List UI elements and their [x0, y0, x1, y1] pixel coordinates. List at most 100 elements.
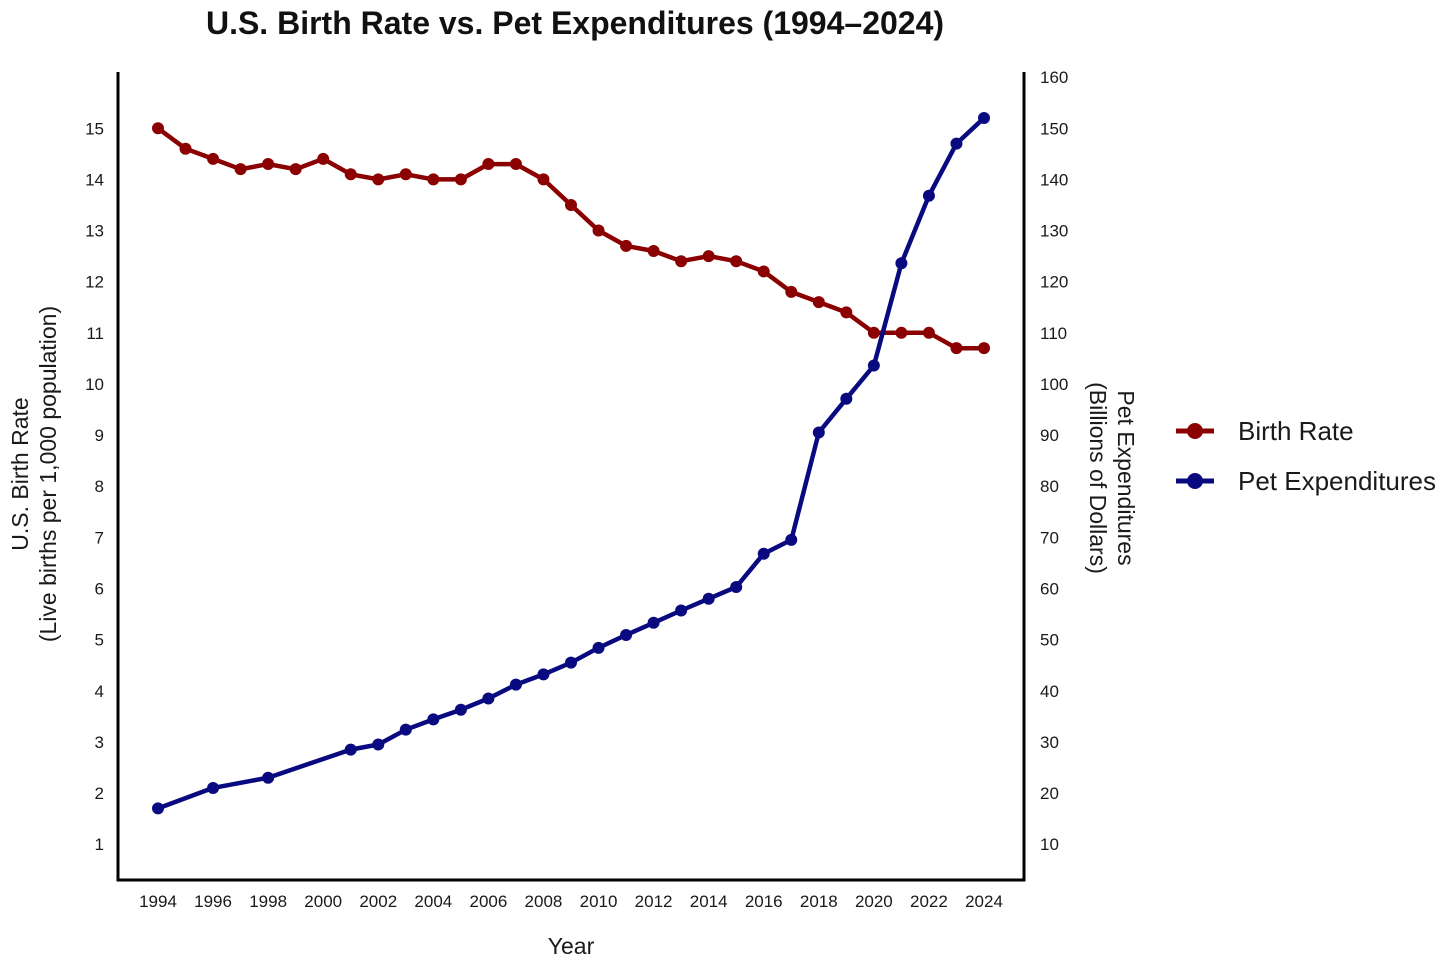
x-tick-label: 1998: [249, 892, 287, 911]
pet-expenditures-line: [155, 115, 987, 811]
y-left-tick-label: 12: [85, 273, 104, 292]
y-axis-right-title-line-2: (Billions of Dollars): [1085, 382, 1111, 574]
birth-rate-point: [812, 296, 825, 309]
y-right-tick-label: 70: [1040, 528, 1059, 547]
pet-expenditures-point: [592, 641, 605, 654]
birth-rate-point: [509, 158, 522, 171]
pet-expenditures-point: [812, 426, 825, 439]
birth-rate-point: [895, 326, 908, 339]
birth-rate-point: [757, 265, 770, 278]
legend-pet-expenditures-label: Pet Expenditures: [1238, 466, 1436, 496]
pet-expenditures-point: [372, 738, 385, 751]
pet-expenditures-point: [895, 257, 908, 270]
pet-expenditures-point: [702, 592, 715, 605]
y-left-tick-label: 15: [85, 119, 104, 138]
birth-rate-point: [978, 342, 990, 355]
y-right-tick-label: 120: [1040, 273, 1068, 292]
pet-expenditures-point: [482, 692, 495, 705]
birth-rate-point: [152, 122, 164, 135]
x-tick-label: 1994: [139, 892, 177, 911]
birth-rate-point: [427, 173, 440, 186]
birth-rate-point: [647, 244, 660, 257]
pet-expenditures-point: [950, 137, 963, 150]
x-tick-label: 2024: [965, 892, 1003, 911]
birth-rate-point: [234, 163, 247, 176]
birth-rate-point: [289, 163, 302, 176]
birth-rate-point: [399, 168, 412, 181]
pet-expenditures-point: [922, 189, 935, 202]
y-left-tick-label: 9: [95, 426, 104, 445]
birth-rate-point: [840, 306, 853, 319]
pet-expenditures-point: [399, 723, 412, 736]
y-left-tick-label: 3: [95, 733, 104, 752]
birth-rate-line: [155, 126, 987, 351]
y-right-tick-label: 10: [1040, 835, 1059, 854]
y-left-tick-label: 5: [95, 631, 104, 650]
y-left-tick-label: 1: [95, 835, 104, 854]
birth-rate-point: [565, 198, 577, 211]
y-left-tick-label: 7: [95, 528, 104, 547]
birth-rate-point: [675, 255, 688, 268]
x-tick-label: 2016: [745, 892, 783, 911]
legend: Birth Rate Pet Expenditures: [1176, 416, 1436, 496]
y-left-tick-label: 4: [95, 682, 104, 701]
birth-rate-point: [454, 173, 467, 186]
pet-expenditures-point: [785, 533, 798, 546]
plot-area: 1994 1996 1998 2000 2002 2004 2006 2008 2010 2012…: [85, 68, 1068, 911]
birth-rate-point: [537, 173, 550, 186]
y-right-tick-label: 60: [1040, 580, 1059, 599]
pet-expenditures-point: [262, 771, 275, 784]
pet-expenditures-point: [344, 743, 357, 756]
y-right-tick-label: 150: [1040, 119, 1068, 138]
pet-expenditures-point: [454, 703, 467, 716]
birth-rate-point: [730, 255, 743, 268]
birth-rate-point: [702, 250, 715, 263]
y-right-tick-label: 50: [1040, 631, 1059, 650]
y-left-tick-label: 11: [86, 324, 104, 343]
x-tick-label: 2000: [304, 892, 342, 911]
pet-expenditures-point: [427, 713, 440, 726]
y-axis-left-title: U.S. Birth Rate (Live births per 1,000 p…: [7, 306, 61, 642]
legend-birth-rate-marker: [1187, 423, 1203, 439]
y-axis-right-title: Pet Expenditures (Billions of Dollars): [1085, 382, 1139, 574]
pet-expenditures-point: [647, 616, 660, 629]
y-left-tick-label: 10: [85, 375, 104, 394]
x-tick-label: 2010: [580, 892, 618, 911]
x-tick-label: 2014: [690, 892, 728, 911]
x-tick-label: 2012: [635, 892, 673, 911]
y-right-tick-label: 90: [1040, 426, 1059, 445]
y-right-tick-label: 130: [1040, 222, 1068, 241]
y-right-tick-label: 80: [1040, 477, 1059, 496]
pet-expenditures-point: [565, 656, 577, 669]
x-tick-label: 2022: [910, 892, 948, 911]
birth-rate-point: [344, 168, 357, 181]
pet-expenditures-point: [152, 802, 164, 815]
legend-pet-expenditures-marker: [1187, 473, 1203, 489]
x-axis-title: Year: [548, 933, 595, 959]
y-right-tick-label: 100: [1040, 375, 1068, 394]
birth-rate-point: [922, 326, 935, 339]
y-right-tick-label: 160: [1040, 68, 1068, 87]
y-axis-left-title-line-2: (Live births per 1,000 population): [35, 306, 61, 642]
y-left-tick-label: 14: [85, 170, 104, 189]
pet-expenditures-point: [757, 547, 770, 560]
pet-expenditures-point: [620, 629, 633, 642]
birth-rate-point: [482, 158, 495, 171]
x-tick-label: 2002: [359, 892, 397, 911]
birth-rate-point: [179, 142, 192, 155]
y-right-tick-label: 30: [1040, 733, 1059, 752]
pet-expenditures-point: [867, 359, 880, 372]
y-left-tick-label: 13: [85, 222, 104, 241]
legend-birth-rate-label: Birth Rate: [1238, 416, 1354, 446]
birth-rate-point: [785, 285, 798, 298]
y-left-tick-label: 8: [95, 477, 104, 496]
pet-expenditures-point: [730, 580, 743, 593]
pet-expenditures-point: [509, 678, 522, 691]
pet-expenditures-point: [537, 668, 550, 681]
y-axis-left-title-line-1: U.S. Birth Rate: [7, 397, 33, 550]
birth-rate-point: [620, 239, 633, 252]
x-tick-label: 2008: [525, 892, 563, 911]
y-axis-right-title-line-1: Pet Expenditures: [1113, 390, 1139, 565]
pet-expenditures-point: [207, 781, 220, 794]
